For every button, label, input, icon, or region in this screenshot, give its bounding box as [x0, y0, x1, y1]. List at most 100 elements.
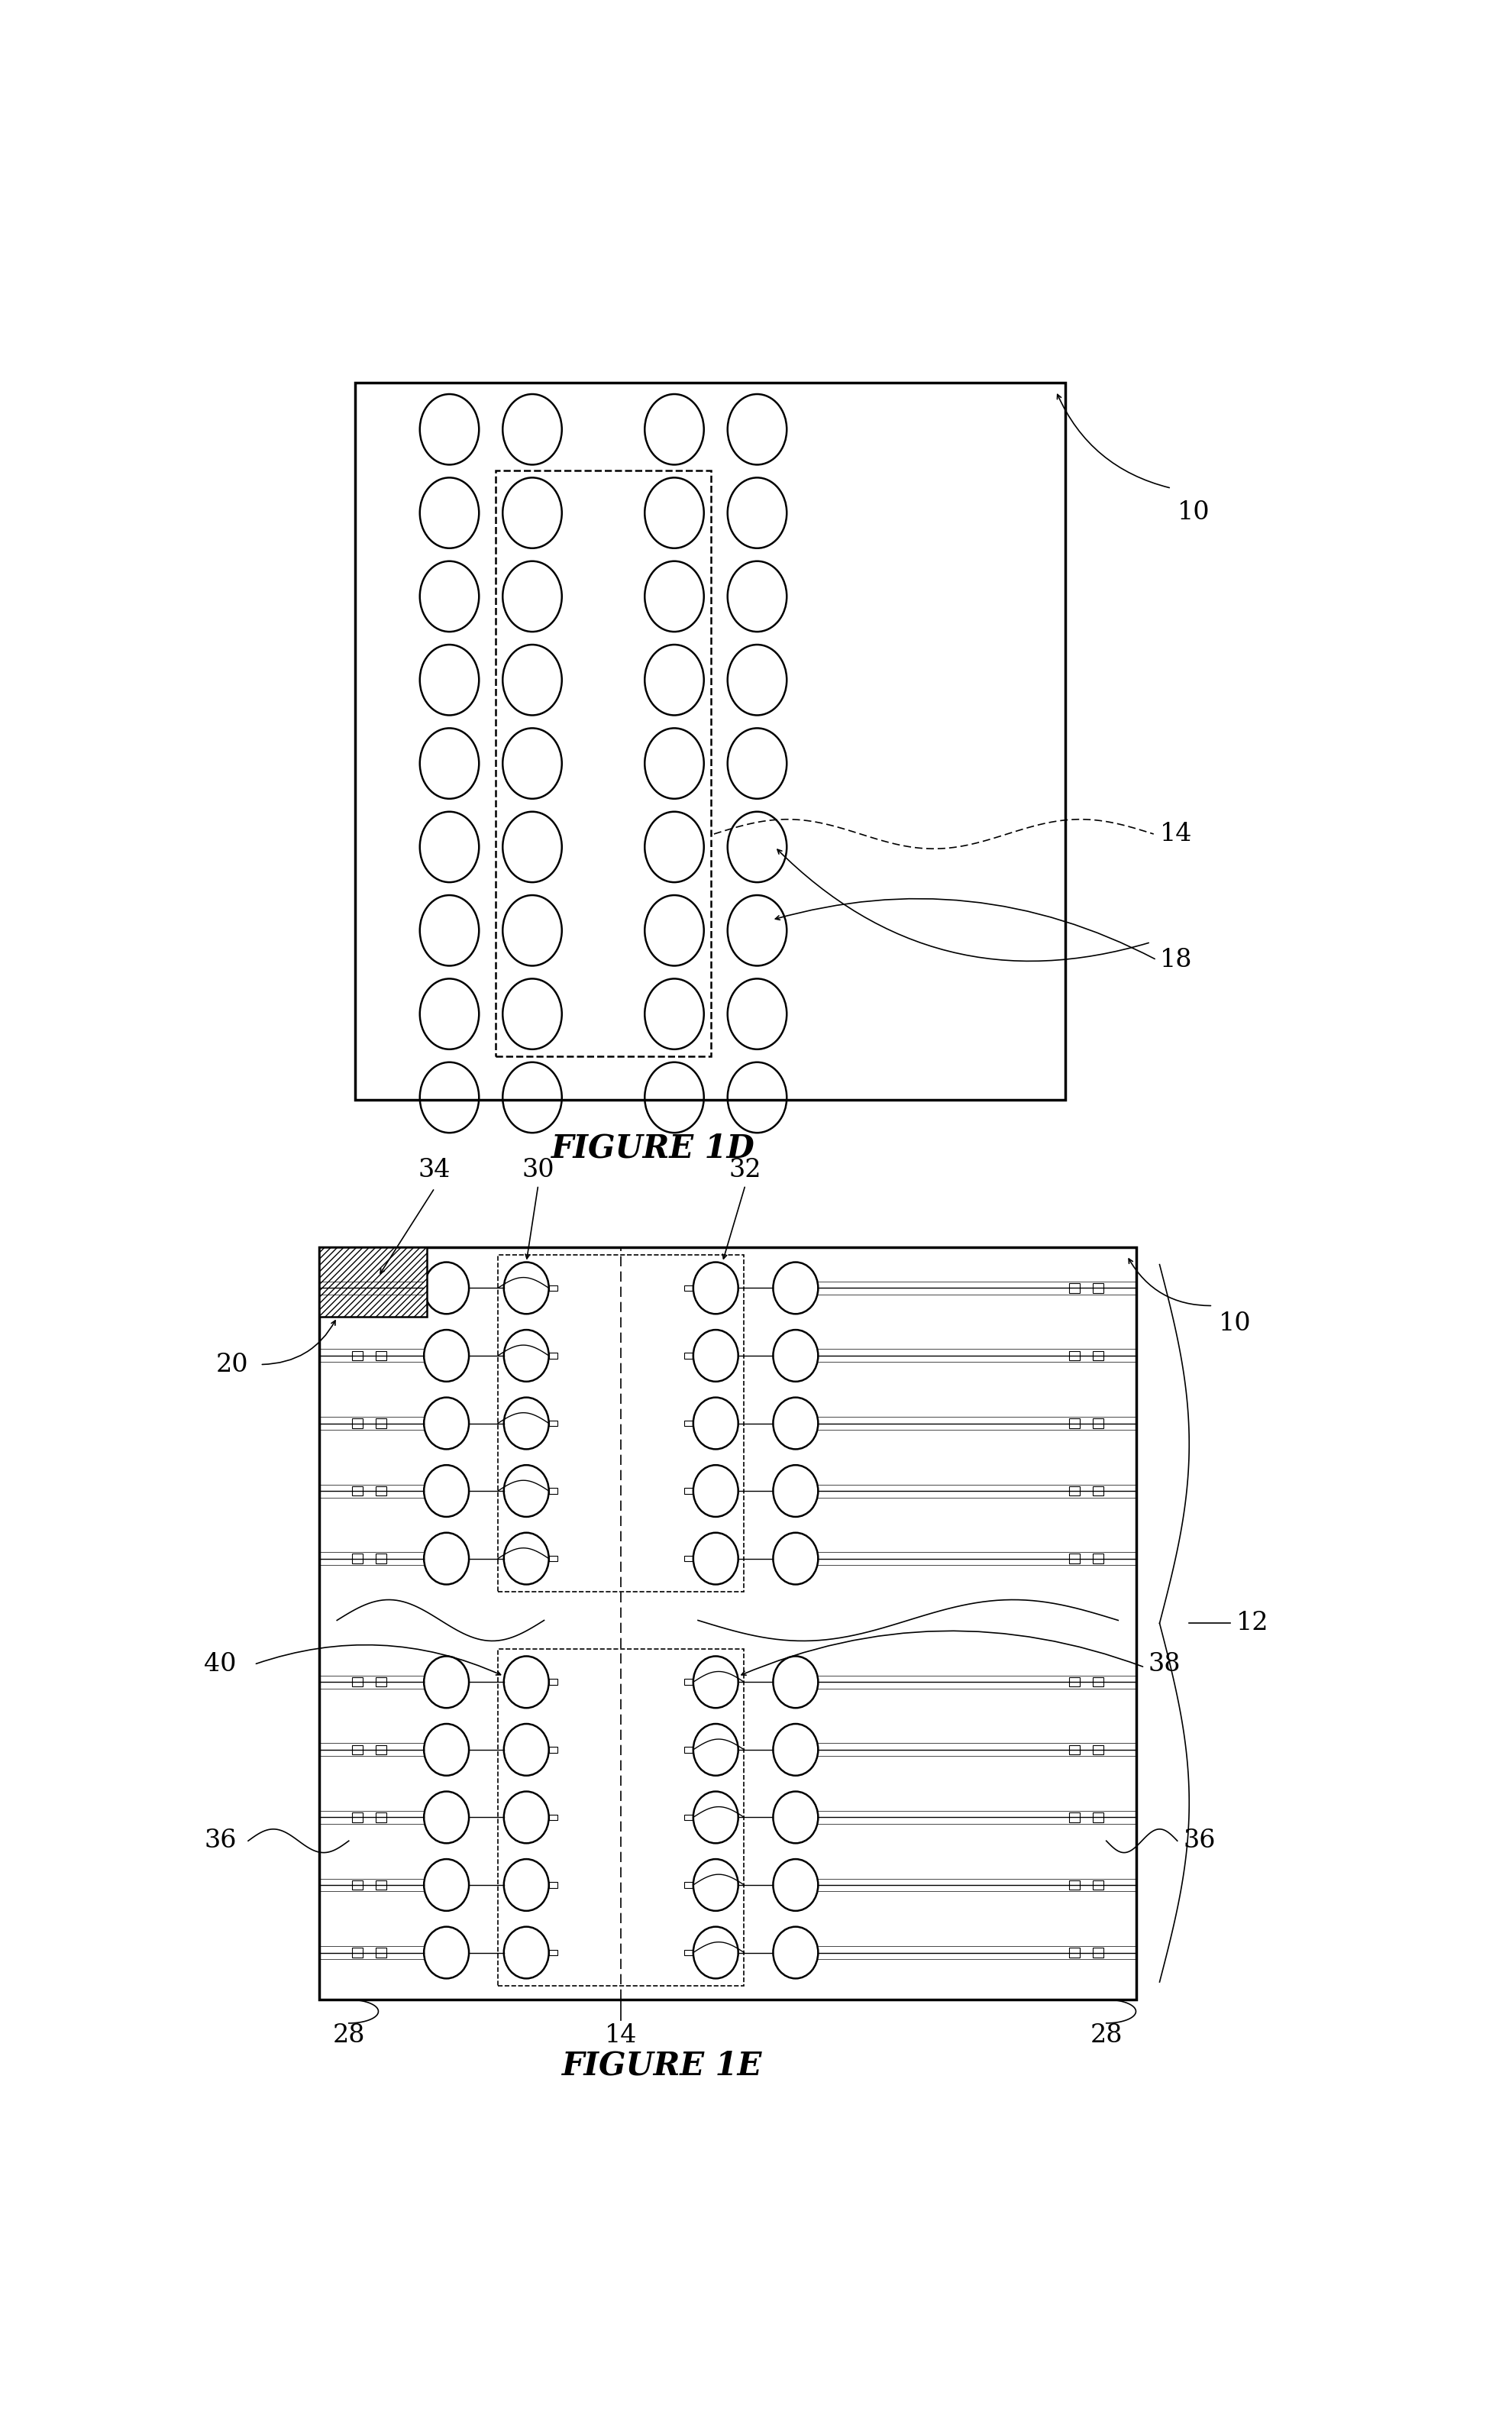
Bar [685, 1286, 692, 1290]
Bar [549, 1488, 558, 1493]
Bar [352, 1418, 363, 1428]
Text: FIGURE 1D: FIGURE 1D [552, 1131, 754, 1165]
Bar [352, 1351, 363, 1360]
Bar [352, 1814, 363, 1821]
Ellipse shape [692, 1725, 738, 1775]
Bar [352, 1283, 363, 1293]
Text: 30: 30 [522, 1158, 555, 1182]
Ellipse shape [503, 1725, 549, 1775]
Bar [549, 1286, 558, 1290]
Bar [375, 1418, 386, 1428]
Ellipse shape [423, 1397, 469, 1450]
Bar [685, 1746, 692, 1754]
Bar [352, 1881, 363, 1889]
Bar [549, 1949, 558, 1956]
Bar [1069, 1553, 1080, 1563]
Ellipse shape [773, 1860, 818, 1910]
Text: 36: 36 [204, 1828, 236, 1852]
Text: 28: 28 [333, 2024, 364, 2048]
Ellipse shape [503, 1397, 549, 1450]
Bar [549, 1421, 558, 1425]
Ellipse shape [692, 1927, 738, 1978]
Bar [1093, 1553, 1104, 1563]
Ellipse shape [503, 1464, 549, 1517]
Bar [1069, 1351, 1080, 1360]
Bar [1069, 1676, 1080, 1686]
Text: 36: 36 [1184, 1828, 1216, 1852]
Bar [496, 470, 711, 1056]
Ellipse shape [692, 1397, 738, 1450]
Ellipse shape [692, 1329, 738, 1382]
Ellipse shape [423, 1657, 469, 1708]
Bar [549, 1353, 558, 1358]
Bar [549, 1814, 558, 1821]
Text: 18: 18 [1160, 948, 1191, 972]
Ellipse shape [423, 1927, 469, 1978]
Bar [685, 1488, 692, 1493]
Bar [685, 1556, 692, 1561]
Bar [685, 1353, 692, 1358]
Ellipse shape [773, 1532, 818, 1585]
Text: 14: 14 [605, 2024, 637, 2048]
Bar [685, 1421, 692, 1425]
Text: 40: 40 [204, 1652, 236, 1676]
Bar [1093, 1744, 1104, 1754]
Bar [319, 1247, 1136, 2000]
Bar [375, 1676, 386, 1686]
Bar [352, 1949, 363, 1956]
Text: 28: 28 [1090, 2024, 1122, 2048]
Bar [497, 1650, 744, 1985]
Ellipse shape [423, 1532, 469, 1585]
Bar [1069, 1814, 1080, 1821]
Ellipse shape [423, 1464, 469, 1517]
Bar [375, 1553, 386, 1563]
Bar [1093, 1881, 1104, 1889]
Bar [319, 1247, 426, 1317]
Ellipse shape [423, 1860, 469, 1910]
Ellipse shape [773, 1329, 818, 1382]
Bar [352, 1486, 363, 1495]
Bar [352, 1744, 363, 1754]
Text: 12: 12 [1237, 1611, 1269, 1635]
Bar [1069, 1949, 1080, 1956]
Ellipse shape [773, 1464, 818, 1517]
Bar [375, 1744, 386, 1754]
Bar [1093, 1351, 1104, 1360]
Ellipse shape [773, 1261, 818, 1315]
Text: 20: 20 [216, 1353, 248, 1377]
Bar [352, 1676, 363, 1686]
Ellipse shape [503, 1792, 549, 1843]
Text: 32: 32 [729, 1158, 762, 1182]
Bar [355, 384, 1064, 1100]
Ellipse shape [423, 1329, 469, 1382]
Ellipse shape [692, 1261, 738, 1315]
Bar [375, 1283, 386, 1293]
Ellipse shape [503, 1329, 549, 1382]
Bar [1093, 1676, 1104, 1686]
Ellipse shape [692, 1464, 738, 1517]
Ellipse shape [503, 1860, 549, 1910]
Text: FIGURE 1E: FIGURE 1E [562, 2050, 762, 2082]
Bar [549, 1679, 558, 1686]
Text: 10: 10 [1178, 499, 1210, 523]
Bar [549, 1746, 558, 1754]
Bar [685, 1949, 692, 1956]
Ellipse shape [503, 1927, 549, 1978]
Bar [375, 1486, 386, 1495]
Ellipse shape [503, 1532, 549, 1585]
Bar [1093, 1418, 1104, 1428]
Bar [1093, 1814, 1104, 1821]
Bar [1069, 1283, 1080, 1293]
Bar [497, 1254, 744, 1592]
Ellipse shape [692, 1792, 738, 1843]
Bar [1069, 1744, 1080, 1754]
Bar [685, 1814, 692, 1821]
Bar [549, 1881, 558, 1889]
Ellipse shape [423, 1261, 469, 1315]
Text: 14: 14 [1160, 822, 1191, 847]
Bar [685, 1881, 692, 1889]
Ellipse shape [773, 1725, 818, 1775]
Ellipse shape [692, 1657, 738, 1708]
Bar [1069, 1486, 1080, 1495]
Bar [685, 1679, 692, 1686]
